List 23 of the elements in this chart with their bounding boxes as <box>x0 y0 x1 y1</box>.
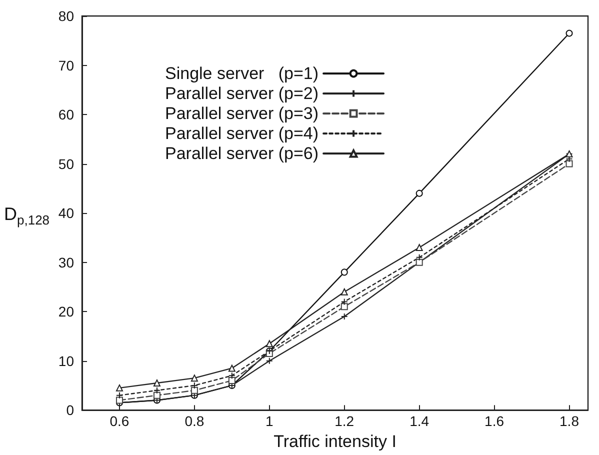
y-tick-label: 60 <box>58 106 74 123</box>
y-axis-title: D$_{p,128}$ <box>4 204 50 228</box>
x-tick-label: 0.8 <box>184 413 204 430</box>
y-tick-label: 10 <box>58 352 74 369</box>
legend-label: Parallel server (p=3) <box>165 104 319 123</box>
y-tick-label: 40 <box>58 205 74 222</box>
y-tick-label: 80 <box>58 8 74 24</box>
legend-label: Parallel server (p=2) <box>165 84 319 103</box>
x-tick-label: 1.2 <box>334 413 354 430</box>
x-tick-label: 1.6 <box>484 413 504 430</box>
y-tick-label: 70 <box>58 57 74 74</box>
legend-label: Parallel server (p=6) <box>165 144 319 163</box>
y-tick-label: 30 <box>58 254 74 270</box>
legend-label: Single server (p=1) <box>164 64 319 83</box>
legend-label: Parallel server (p=4) <box>165 124 319 143</box>
x-tick-label: 1 <box>266 413 274 430</box>
x-axis-title: Traffic intensity I <box>274 432 396 451</box>
y-tick-label: 50 <box>58 156 74 172</box>
y-tick-label: 0 <box>66 402 74 418</box>
x-tick-label: 1.8 <box>560 413 580 430</box>
x-tick-label: 1.4 <box>410 413 430 430</box>
y-tick-label: 20 <box>58 304 74 320</box>
x-tick-label: 0.6 <box>110 413 130 430</box>
